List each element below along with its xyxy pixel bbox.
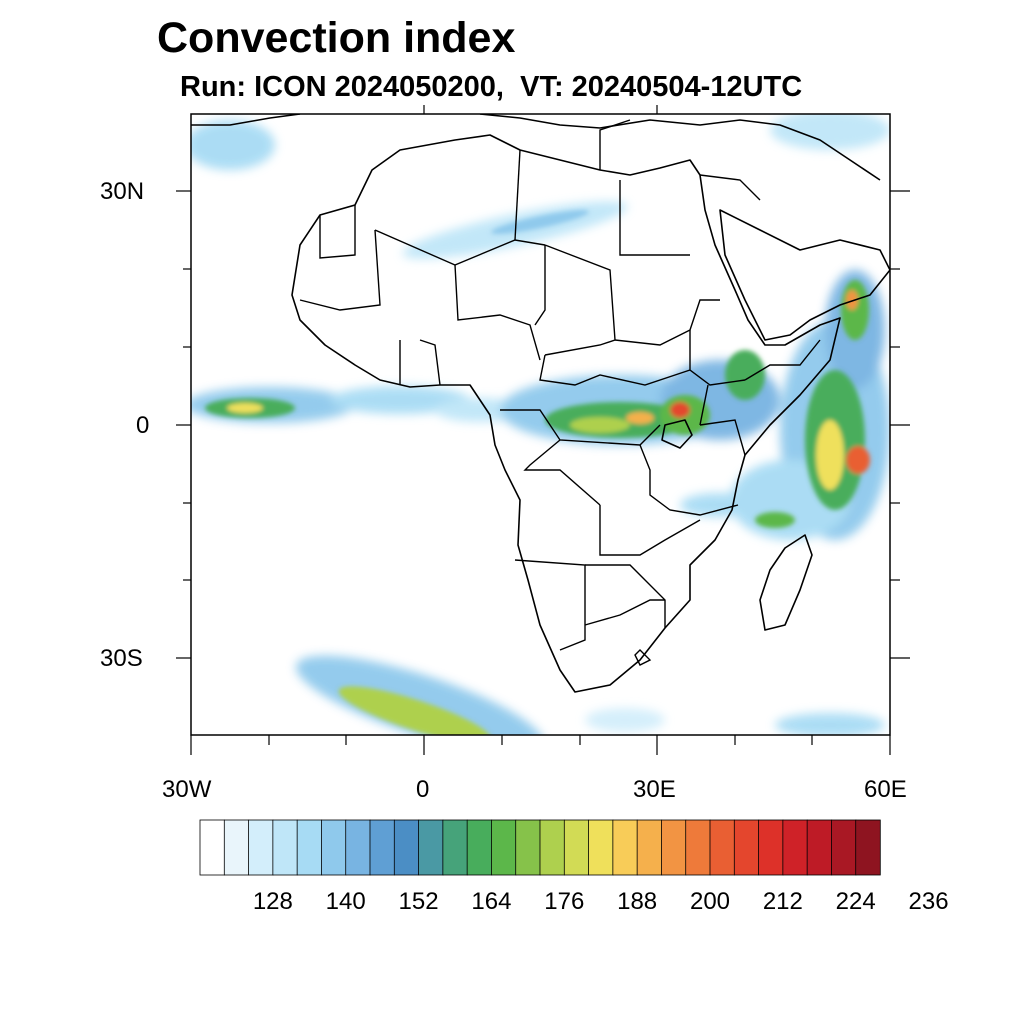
- colorbar-swatch: [272, 819, 298, 876]
- colorbar-swatch: [758, 819, 784, 876]
- colorbar-swatch: [369, 819, 395, 876]
- colorbar-tick-label: 164: [471, 888, 512, 915]
- colorbar-tick-label: 188: [617, 888, 658, 915]
- colorbar: [199, 819, 881, 876]
- lat-ticks: [176, 190, 910, 659]
- colorbar-tick-label: 236: [908, 888, 949, 915]
- colorbar-swatch: [855, 819, 881, 876]
- lon-label-30e: 30E: [633, 776, 676, 803]
- colorbar-swatch: [418, 819, 444, 876]
- colorbar-swatch: [539, 819, 565, 876]
- colorbar-swatch: [709, 819, 735, 876]
- colorbar-swatch: [345, 819, 371, 876]
- colorbar-swatch: [563, 819, 590, 876]
- colorbar-swatch: [248, 819, 274, 876]
- colorbar-swatch: [321, 819, 347, 876]
- lat-label-30s: 30S: [100, 645, 143, 672]
- lat-label-0: 0: [136, 412, 150, 439]
- lon-label-0: 0: [416, 776, 430, 803]
- colorbar-swatch: [782, 819, 808, 876]
- colorbar-tick-label: 128: [252, 888, 293, 915]
- colorbar-swatch: [685, 819, 711, 876]
- country-borders: [299, 119, 821, 666]
- colorbar-swatch: [199, 819, 225, 876]
- colorbar-swatch: [223, 819, 250, 876]
- colorbar-swatch: [393, 819, 420, 876]
- colorbar-swatch: [442, 819, 468, 876]
- colorbar-swatch: [733, 819, 760, 876]
- lon-label-60e: 60E: [864, 776, 907, 803]
- map-subtitle: Run: ICON 2024050200, VT: 20240504-12UTC: [180, 71, 803, 103]
- coastlines: [191, 114, 890, 693]
- colorbar-swatch: [661, 819, 687, 876]
- colorbar-tick-label: 200: [689, 888, 731, 915]
- colorbar-tick-label: 140: [325, 888, 366, 915]
- colorbar-swatch: [515, 819, 541, 876]
- lon-ticks: [190, 105, 891, 755]
- colorbar-tick-label: 224: [835, 888, 876, 915]
- colorbar-tick-label: 152: [398, 888, 439, 915]
- convection-field: [191, 114, 890, 735]
- colorbar-tick-label: 176: [544, 888, 585, 915]
- colorbar-swatch: [806, 819, 833, 876]
- lon-label-30w: 30W: [162, 776, 212, 803]
- colorbar-swatch: [636, 819, 663, 876]
- colorbar-swatch: [831, 819, 857, 876]
- colorbar-tick-label: 212: [762, 888, 803, 915]
- colorbar-swatch: [588, 819, 614, 876]
- map-title: Convection index: [157, 14, 516, 62]
- lat-label-30n: 30N: [100, 178, 145, 205]
- colorbar-swatch: [491, 819, 517, 876]
- colorbar-swatch: [466, 819, 493, 876]
- colorbar-swatch: [612, 819, 638, 876]
- colorbar-swatch: [296, 819, 323, 876]
